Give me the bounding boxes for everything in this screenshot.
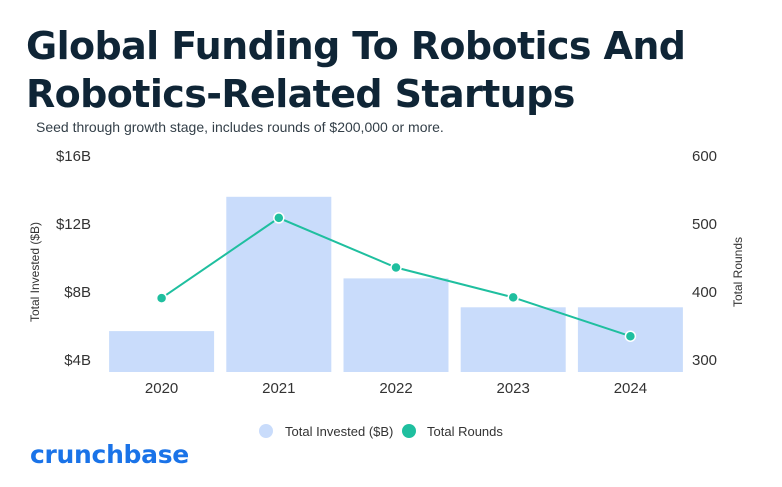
right-axis: 600 500 400 300 <box>692 148 717 369</box>
legend-swatch-total-invested <box>259 424 273 438</box>
rounds-point-2024 <box>624 330 637 342</box>
bar-2023 <box>460 307 566 372</box>
right-tick-label: 300 <box>692 352 717 369</box>
left-tick-label: $12B <box>56 216 91 233</box>
rounds-point-2021 <box>273 212 285 224</box>
left-axis-title: Total Invested ($B) <box>28 222 42 322</box>
chart-legend: Total Invested ($B) Total Rounds <box>259 424 503 439</box>
left-axis: $16B $12B $8B $4B <box>56 148 91 369</box>
left-tick-label: $8B <box>64 284 91 301</box>
x-tick-label: 2020 <box>145 380 178 397</box>
bar-2021 <box>226 196 332 372</box>
x-tick-label: 2024 <box>614 380 647 397</box>
left-tick-label: $4B <box>64 352 91 369</box>
legend-swatch-total-rounds <box>402 424 416 438</box>
chart-title-line-2: Robotics-Related Startups <box>26 72 575 116</box>
bar-2022 <box>343 278 449 372</box>
x-axis: 2020 2021 2022 2023 2024 <box>145 380 647 397</box>
line-layer <box>155 212 637 342</box>
right-axis-title: Total Rounds <box>731 237 745 307</box>
x-tick-label: 2022 <box>379 380 412 397</box>
legend-label-total-rounds: Total Rounds <box>427 424 503 439</box>
rounds-point-2020 <box>155 292 168 304</box>
right-tick-label: 600 <box>692 148 717 165</box>
chart-subtitle: Seed through growth stage, includes roun… <box>36 119 444 135</box>
crunchbase-logo: crunchbase <box>30 440 189 469</box>
right-tick-label: 400 <box>692 284 717 301</box>
rounds-point-2023 <box>507 291 519 304</box>
bars-layer <box>109 196 683 372</box>
x-tick-label: 2023 <box>497 380 530 397</box>
left-tick-label: $16B <box>56 148 91 165</box>
chart-title: Global Funding To Robotics And Robotics-… <box>26 22 766 118</box>
chart-title-line-1: Global Funding To Robotics And <box>26 24 686 68</box>
legend-label-total-invested: Total Invested ($B) <box>285 424 393 439</box>
bar-2020 <box>109 331 215 372</box>
right-tick-label: 500 <box>692 216 717 233</box>
rounds-point-2022 <box>390 261 402 274</box>
x-tick-label: 2021 <box>262 380 295 397</box>
